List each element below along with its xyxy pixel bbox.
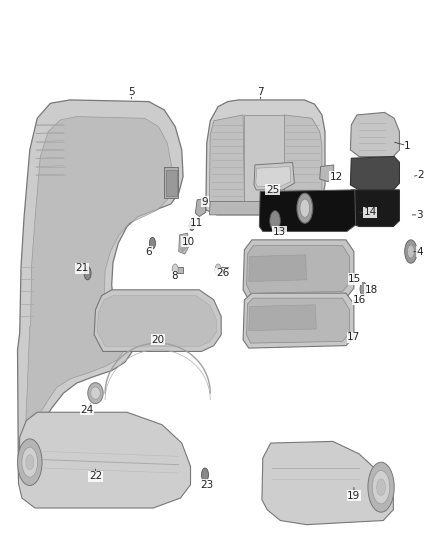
Text: 1: 1 — [404, 141, 411, 151]
Text: 20: 20 — [151, 335, 164, 345]
Polygon shape — [209, 115, 244, 201]
Circle shape — [297, 193, 313, 223]
Text: 15: 15 — [348, 274, 361, 284]
Text: 21: 21 — [76, 263, 89, 273]
Text: 10: 10 — [182, 237, 195, 247]
Text: 26: 26 — [216, 268, 229, 278]
Polygon shape — [256, 166, 291, 187]
Text: 2: 2 — [417, 170, 424, 180]
Text: 25: 25 — [266, 185, 279, 195]
Bar — [166, 170, 177, 196]
Text: 24: 24 — [80, 405, 93, 415]
Text: 13: 13 — [273, 227, 286, 237]
Text: 17: 17 — [347, 332, 360, 342]
Text: 12: 12 — [330, 172, 343, 182]
Polygon shape — [209, 200, 323, 215]
Text: 7: 7 — [257, 86, 264, 96]
Text: 11: 11 — [190, 218, 203, 228]
Polygon shape — [247, 298, 350, 343]
Polygon shape — [175, 266, 183, 273]
Polygon shape — [218, 266, 228, 273]
Text: 6: 6 — [145, 246, 152, 256]
Polygon shape — [24, 117, 172, 465]
Circle shape — [84, 266, 91, 280]
Text: 19: 19 — [347, 490, 360, 500]
Polygon shape — [350, 190, 399, 227]
Text: 16: 16 — [353, 295, 366, 305]
Circle shape — [360, 282, 367, 296]
Circle shape — [215, 264, 221, 276]
Polygon shape — [18, 412, 191, 508]
Ellipse shape — [88, 383, 103, 403]
Polygon shape — [320, 165, 334, 182]
Text: 8: 8 — [171, 271, 178, 281]
Text: 4: 4 — [416, 246, 423, 256]
Text: 9: 9 — [201, 197, 208, 207]
Circle shape — [270, 211, 280, 231]
Polygon shape — [97, 296, 217, 346]
Circle shape — [300, 199, 310, 217]
Text: 18: 18 — [365, 285, 378, 295]
Polygon shape — [350, 112, 399, 157]
Polygon shape — [206, 100, 325, 215]
Bar — [164, 166, 178, 198]
Circle shape — [201, 468, 208, 481]
Polygon shape — [249, 305, 316, 330]
Polygon shape — [179, 233, 189, 254]
Circle shape — [26, 455, 34, 470]
Polygon shape — [247, 246, 350, 293]
Circle shape — [149, 237, 155, 249]
Circle shape — [189, 221, 194, 231]
Circle shape — [368, 462, 394, 512]
Polygon shape — [94, 290, 221, 351]
Circle shape — [377, 479, 385, 496]
Polygon shape — [350, 157, 399, 190]
Text: 14: 14 — [364, 207, 377, 217]
Polygon shape — [181, 237, 187, 252]
Circle shape — [172, 264, 178, 276]
Polygon shape — [259, 190, 356, 231]
Polygon shape — [249, 255, 307, 281]
Circle shape — [407, 245, 414, 258]
Polygon shape — [254, 163, 294, 190]
Circle shape — [372, 471, 390, 504]
Polygon shape — [262, 441, 393, 524]
Polygon shape — [244, 115, 284, 201]
Polygon shape — [243, 293, 354, 348]
Text: 23: 23 — [200, 480, 213, 490]
Polygon shape — [284, 115, 322, 210]
Polygon shape — [195, 198, 206, 216]
Polygon shape — [18, 100, 183, 479]
Ellipse shape — [91, 387, 100, 399]
Polygon shape — [243, 240, 354, 300]
Circle shape — [405, 240, 417, 263]
Text: 5: 5 — [128, 86, 135, 96]
Circle shape — [18, 439, 42, 486]
Text: 3: 3 — [416, 210, 423, 220]
Text: 22: 22 — [89, 471, 102, 481]
Circle shape — [22, 447, 38, 477]
